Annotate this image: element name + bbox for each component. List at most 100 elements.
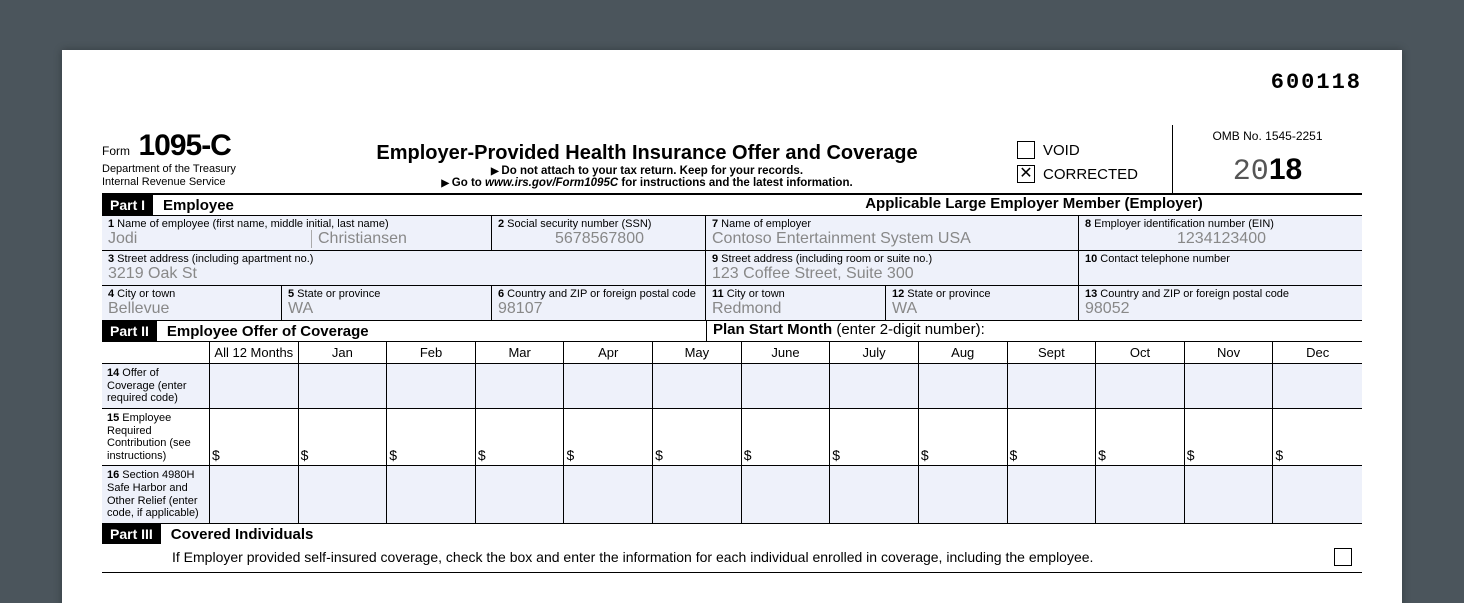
part2-cell[interactable]: $ (1008, 409, 1097, 467)
month-header-blank (102, 342, 210, 364)
month-header: May (653, 342, 742, 364)
ein-value: 1234123400 (1085, 230, 1358, 248)
year-suffix: 18 (1269, 153, 1302, 186)
form-word: Form (102, 144, 130, 158)
part2-cell[interactable] (1185, 364, 1274, 409)
dollar-sign: $ (832, 447, 840, 463)
plan-start-label: Plan Start Month (enter 2-digit number): (706, 321, 1362, 341)
part2-cell[interactable] (1273, 466, 1362, 524)
part1-row2: 3 Street address (including apartment no… (102, 251, 1362, 286)
document-viewport[interactable]: 600118 Form 1095-C Department of the Tre… (0, 0, 1464, 603)
part2-cell[interactable] (742, 364, 831, 409)
f13-lbl: Country and ZIP or foreign postal code (1097, 288, 1289, 300)
dept-line: Department of the Treasury (102, 163, 277, 176)
f5-lbl: State or province (294, 288, 380, 300)
part2-cell[interactable]: $ (476, 409, 565, 467)
part2-cell[interactable] (564, 364, 653, 409)
part2-cell[interactable] (919, 364, 1008, 409)
f11-lbl: City or town (724, 288, 785, 300)
part2-cell[interactable] (1008, 364, 1097, 409)
field-1-name: 1 Name of employee (first name, middle i… (102, 216, 492, 251)
f11-num: 11 (712, 288, 724, 300)
part2-cell[interactable]: $ (1273, 409, 1362, 467)
part2-cell[interactable] (830, 364, 919, 409)
part2-cell[interactable] (653, 466, 742, 524)
part2-title: Employee Offer of Coverage (167, 323, 369, 340)
form-subtitle-1: Do not attach to your tax return. Keep f… (277, 165, 1017, 177)
sub2-b: www.irs.gov/Form1095C (485, 177, 618, 189)
month-header: June (742, 342, 831, 364)
part2-cell[interactable] (1185, 466, 1274, 524)
f3-lbl: Street address (including apartment no.) (114, 253, 313, 265)
part2-cell[interactable]: $ (299, 409, 388, 467)
part2-header: Part II Employee Offer of Coverage Plan … (102, 321, 1362, 342)
part2-cell[interactable]: $ (919, 409, 1008, 467)
part2-cell[interactable] (387, 466, 476, 524)
part2-cell[interactable]: $ (830, 409, 919, 467)
part3-text: If Employer provided self-insured covera… (172, 549, 1093, 565)
dollar-sign: $ (212, 447, 220, 463)
month-header: Dec (1273, 342, 1362, 364)
f1-lbl: Name of employee (first name, middle ini… (114, 218, 389, 230)
part2-cell[interactable] (1273, 364, 1362, 409)
month-header: Apr (564, 342, 653, 364)
part2-cell[interactable] (299, 466, 388, 524)
part2-cell[interactable]: $ (387, 409, 476, 467)
part2-row-label: 14 Offer of Coverage (enter required cod… (102, 364, 210, 409)
f2-lbl: Social security number (SSN) (504, 218, 651, 230)
ssn-value: 5678567800 (498, 230, 701, 248)
form-number: 1095-C (138, 129, 230, 162)
field-2-ssn: 2 Social security number (SSN) 567856780… (492, 216, 706, 251)
part2-cell[interactable] (564, 466, 653, 524)
dollar-sign: $ (655, 447, 663, 463)
part2-row-label: 15 Employee Required Contribution (see i… (102, 409, 210, 467)
month-header: July (830, 342, 919, 364)
corrected-checkbox[interactable]: ✕ (1017, 165, 1035, 183)
part2-cell[interactable] (1008, 466, 1097, 524)
part2-cell[interactable] (919, 466, 1008, 524)
employer-zip: 98052 (1085, 300, 1358, 318)
f13-num: 13 (1085, 288, 1097, 300)
dollar-sign: $ (1275, 447, 1283, 463)
part2-cell[interactable] (299, 364, 388, 409)
field-5-state: 5 State or province WA (282, 286, 492, 321)
part2-cell[interactable]: $ (742, 409, 831, 467)
part1-row3: 4 City or town Bellevue 5 State or provi… (102, 286, 1362, 321)
part2-cell[interactable] (210, 466, 299, 524)
part2-row-label: 16 Section 4980H Safe Harbor and Other R… (102, 466, 210, 524)
part2-cell[interactable] (1096, 466, 1185, 524)
form-header: Form 1095-C Department of the Treasury I… (102, 125, 1362, 195)
field-4-city: 4 City or town Bellevue (102, 286, 282, 321)
part2-cell[interactable] (387, 364, 476, 409)
part2-cell[interactable]: $ (564, 409, 653, 467)
part2-cell[interactable] (1096, 364, 1185, 409)
month-header: All 12 Months (210, 342, 299, 364)
part3-header: Part III Covered Individuals (102, 524, 1362, 544)
part3-title: Covered Individuals (171, 526, 314, 543)
part2-cell[interactable]: $ (1185, 409, 1274, 467)
month-header: Oct (1096, 342, 1185, 364)
void-corrected-block: VOID ✕ CORRECTED (1017, 135, 1172, 193)
dollar-sign: $ (921, 447, 929, 463)
dollar-sign: $ (301, 447, 309, 463)
part2-cell[interactable] (742, 466, 831, 524)
field-3-emp-addr: 3 Street address (including apartment no… (102, 251, 706, 286)
month-header: Feb (387, 342, 476, 364)
plan-start-a: Plan Start Month (713, 321, 836, 338)
part2-cell[interactable]: $ (1096, 409, 1185, 467)
part2-cell[interactable] (830, 466, 919, 524)
part2-cell[interactable]: $ (653, 409, 742, 467)
employee-last-name: Christiansen (312, 230, 491, 248)
dollar-sign: $ (1098, 447, 1106, 463)
part2-cell[interactable] (476, 466, 565, 524)
part2-cell[interactable] (210, 364, 299, 409)
self-insured-checkbox[interactable] (1334, 548, 1352, 566)
omb-number: OMB No. 1545-2251 (1173, 129, 1362, 143)
month-header: Sept (1008, 342, 1097, 364)
part2-cell[interactable] (653, 364, 742, 409)
void-checkbox[interactable] (1017, 141, 1035, 159)
year-prefix: 20 (1233, 155, 1269, 189)
part2-cell[interactable] (476, 364, 565, 409)
part2-tag: Part II (102, 321, 157, 341)
part2-cell[interactable]: $ (210, 409, 299, 467)
